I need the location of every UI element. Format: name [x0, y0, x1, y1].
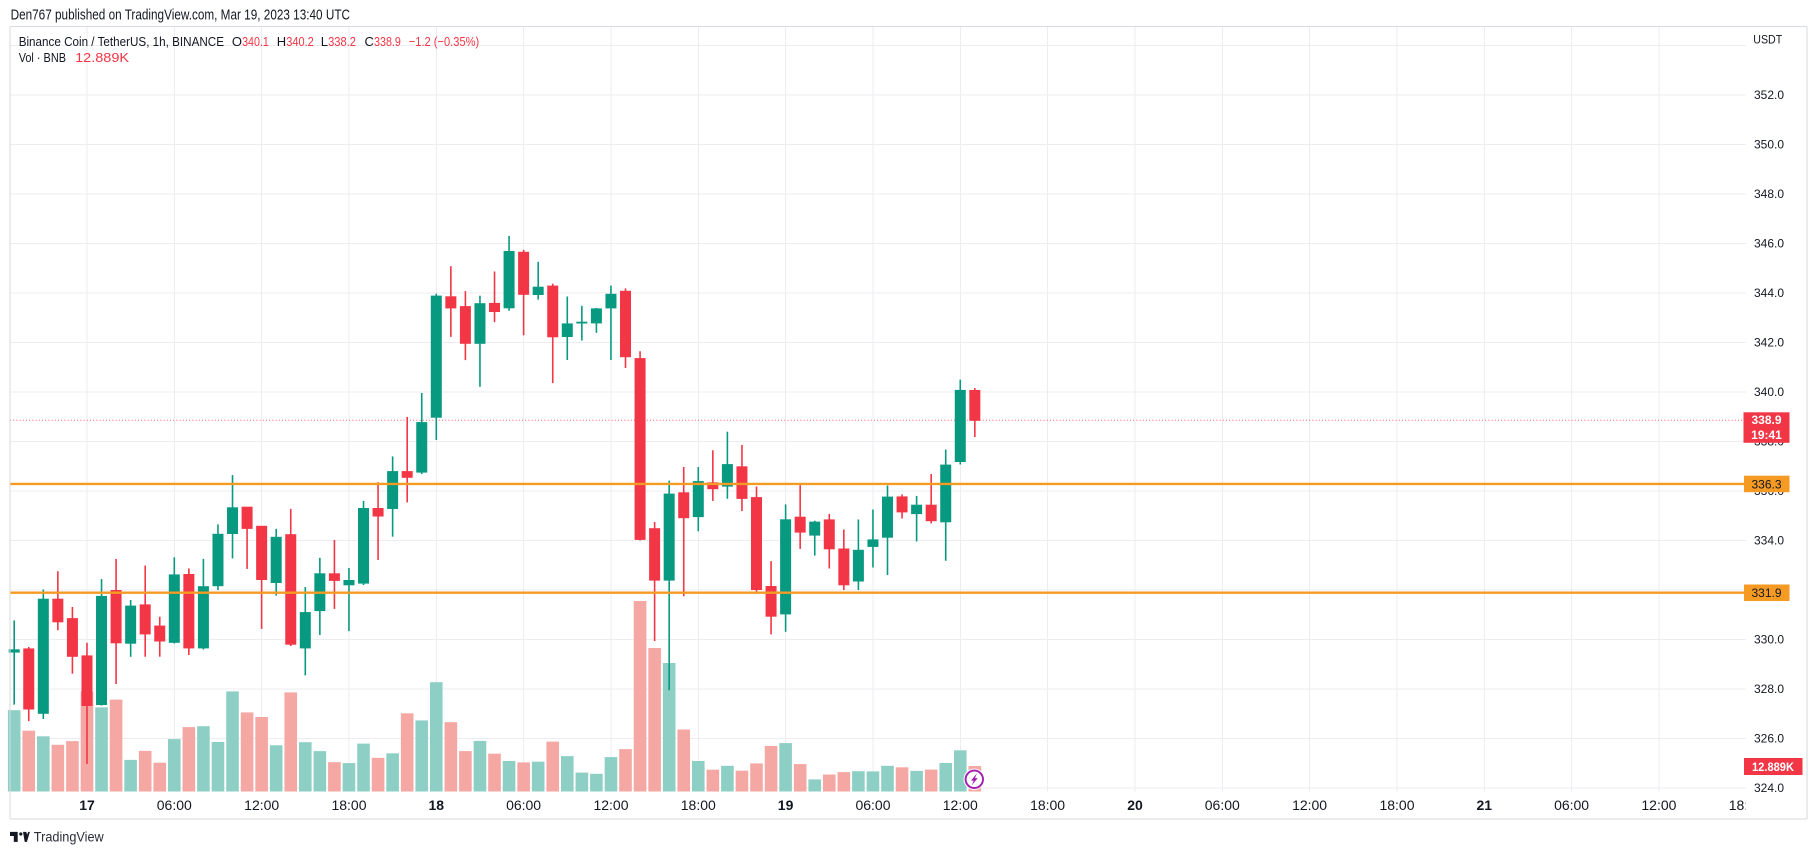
- svg-text:12.889K: 12.889K: [1752, 760, 1794, 774]
- svg-text:348.0: 348.0: [1754, 187, 1784, 201]
- svg-text:18:00: 18:00: [1729, 797, 1764, 813]
- svg-text:USDT: USDT: [1753, 33, 1782, 47]
- svg-text:350.0: 350.0: [1754, 138, 1784, 152]
- svg-text:344.0: 344.0: [1754, 286, 1784, 300]
- svg-text:C: C: [365, 34, 374, 49]
- svg-text:06:00: 06:00: [157, 797, 192, 813]
- svg-text:18:00: 18:00: [1379, 797, 1414, 813]
- svg-text:338.2: 338.2: [328, 34, 356, 49]
- svg-text:338.9: 338.9: [1751, 413, 1781, 427]
- svg-text:TradingView: TradingView: [34, 829, 104, 844]
- svg-text:06:00: 06:00: [506, 797, 541, 813]
- svg-text:324.0: 324.0: [1754, 781, 1784, 795]
- svg-text:352.0: 352.0: [1754, 88, 1784, 102]
- svg-text:06:00: 06:00: [1205, 797, 1240, 813]
- svg-text:334.0: 334.0: [1754, 534, 1784, 548]
- svg-text:340.0: 340.0: [1754, 385, 1784, 399]
- svg-text:O: O: [232, 34, 242, 49]
- svg-text:12:00: 12:00: [244, 797, 279, 813]
- svg-text:18:00: 18:00: [331, 797, 366, 813]
- svg-text:21: 21: [1477, 797, 1493, 813]
- svg-text:18:00: 18:00: [1030, 797, 1065, 813]
- svg-text:330.0: 330.0: [1754, 633, 1784, 647]
- svg-text:340.2: 340.2: [286, 34, 314, 49]
- svg-text:12:00: 12:00: [1292, 797, 1327, 813]
- svg-text:331.9: 331.9: [1751, 586, 1781, 600]
- svg-text:328.0: 328.0: [1754, 682, 1784, 696]
- svg-text:346.0: 346.0: [1754, 237, 1784, 251]
- svg-text:12:00: 12:00: [943, 797, 978, 813]
- svg-text:18: 18: [429, 797, 445, 813]
- svg-text:340.1: 340.1: [242, 34, 269, 49]
- svg-text:12:00: 12:00: [593, 797, 628, 813]
- svg-text:19: 19: [778, 797, 794, 813]
- svg-text:Binance Coin / TetherUS, 1h, B: Binance Coin / TetherUS, 1h, BINANCE: [19, 34, 225, 49]
- svg-text:Vol · BNB: Vol · BNB: [19, 50, 66, 65]
- svg-text:06:00: 06:00: [1554, 797, 1589, 813]
- svg-text:18:00: 18:00: [681, 797, 716, 813]
- svg-text:342.0: 342.0: [1754, 336, 1784, 350]
- svg-text:336.3: 336.3: [1751, 477, 1781, 491]
- svg-text:12:00: 12:00: [1641, 797, 1676, 813]
- svg-text:Den767 published on TradingVie: Den767 published on TradingView.com, Mar…: [11, 6, 351, 23]
- svg-text:L: L: [321, 34, 328, 49]
- svg-text:06:00: 06:00: [855, 797, 890, 813]
- svg-text:H: H: [277, 34, 286, 49]
- svg-text:20: 20: [1127, 797, 1143, 813]
- svg-text:−1.2 (−0.35%): −1.2 (−0.35%): [409, 34, 479, 49]
- svg-text:338.9: 338.9: [374, 34, 401, 49]
- svg-text:19:41: 19:41: [1751, 428, 1782, 442]
- svg-text:12.889K: 12.889K: [75, 50, 129, 65]
- svg-text:326.0: 326.0: [1754, 732, 1784, 746]
- svg-text:17: 17: [79, 797, 95, 813]
